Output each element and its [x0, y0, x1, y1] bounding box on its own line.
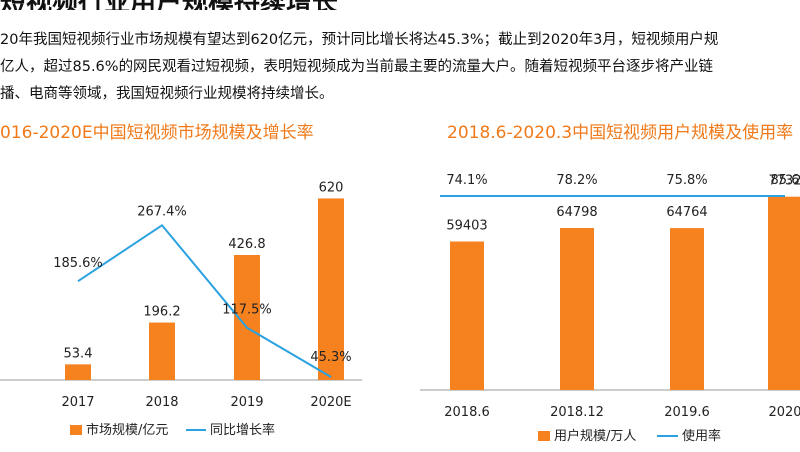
chart-2-bar-label: 64764 [666, 205, 707, 220]
chart-1-x-tick: 2019 [230, 395, 263, 410]
chart-1-bar-label: 53.4 [64, 346, 93, 361]
paragraph-line-1: 20年我国短视频行业市场规模有望达到620亿元，预计同比增长将达45.3%；截止… [0, 32, 719, 48]
page-heading-cropped: 短视频行业用户规模持续增长 [0, 0, 800, 10]
chart-1-legend-bar-swatch [70, 425, 82, 435]
chart-2-legend-line-label: 使用率 [682, 428, 721, 444]
chart-1-x-tick: 2020E [310, 395, 351, 410]
chart-2-bar [560, 228, 594, 390]
chart-2-x-tick: 2018.12 [550, 405, 604, 420]
chart-1-x-tick: 2018 [145, 395, 178, 410]
chart-1-bar-label: 620 [319, 180, 344, 195]
chart-2-bar [450, 241, 484, 390]
chart-1-market-size: 7653.42017196.22018426.820196202020E185.… [0, 180, 362, 438]
chart-2-x-tick: 2019.6 [664, 405, 710, 420]
chart-2-title: 2018.6-2020.3中国短视频用户规模及使用率 [447, 123, 794, 143]
chart-1-line-label: 267.4% [137, 204, 187, 219]
chart-2-user-scale: 59403 2018.6 64798 2018.12 64764 2019.6 7732 20… [420, 173, 800, 444]
chart-2-x-tick: 2020 [768, 405, 800, 420]
chart-1-bar-label: 426.8 [228, 237, 265, 252]
chart-1-legend-bar-label: 市场规模/亿元 [86, 422, 168, 438]
chart-1-title: 016-2020E中国短视频市场规模及增长率 [0, 123, 314, 143]
chart-2-line-label: 75.8% [666, 173, 707, 188]
chart-1-legend-line-label: 同比增长率 [210, 422, 275, 438]
chart-2-line-label: 78.2% [556, 173, 597, 188]
chart-1-bar-label: 196.2 [143, 305, 180, 320]
chart-1-line-label: 45.3% [310, 350, 351, 365]
chart-2-bar [768, 196, 800, 390]
chart-2-line-label: 85.6 [771, 173, 800, 188]
chart-2-bar-label: 59403 [446, 218, 487, 233]
chart-1-bar [318, 198, 344, 380]
chart-2-bar-label: 7732 [768, 174, 800, 189]
paragraph-line-3: 播、电商等领域，我国短视频行业规模将持续增长。 [0, 86, 334, 102]
chart-1-growth-line [77, 223, 332, 378]
chart-2-legend-bar-label: 用户规模/万人 [554, 428, 636, 444]
paragraph-line-2: 亿人，超过85.6%的网民观看过短视频，表明短视频成为当前最主要的流量大户。随着… [0, 59, 714, 75]
chart-1-line-label: 117.5% [222, 303, 272, 318]
chart-1-bar [149, 322, 175, 380]
chart-2-x-tick: 2018.6 [444, 405, 490, 420]
chart-2-legend-bar-swatch [538, 431, 550, 441]
chart-1-x-tick: 2017 [61, 395, 94, 410]
chart-2-line-label: 74.1% [446, 173, 487, 188]
chart-1-bar [65, 364, 91, 380]
chart-1-line-label: 185.6% [53, 256, 103, 271]
chart-2-bar-label: 64798 [556, 205, 597, 220]
chart-2-bar [670, 228, 704, 390]
